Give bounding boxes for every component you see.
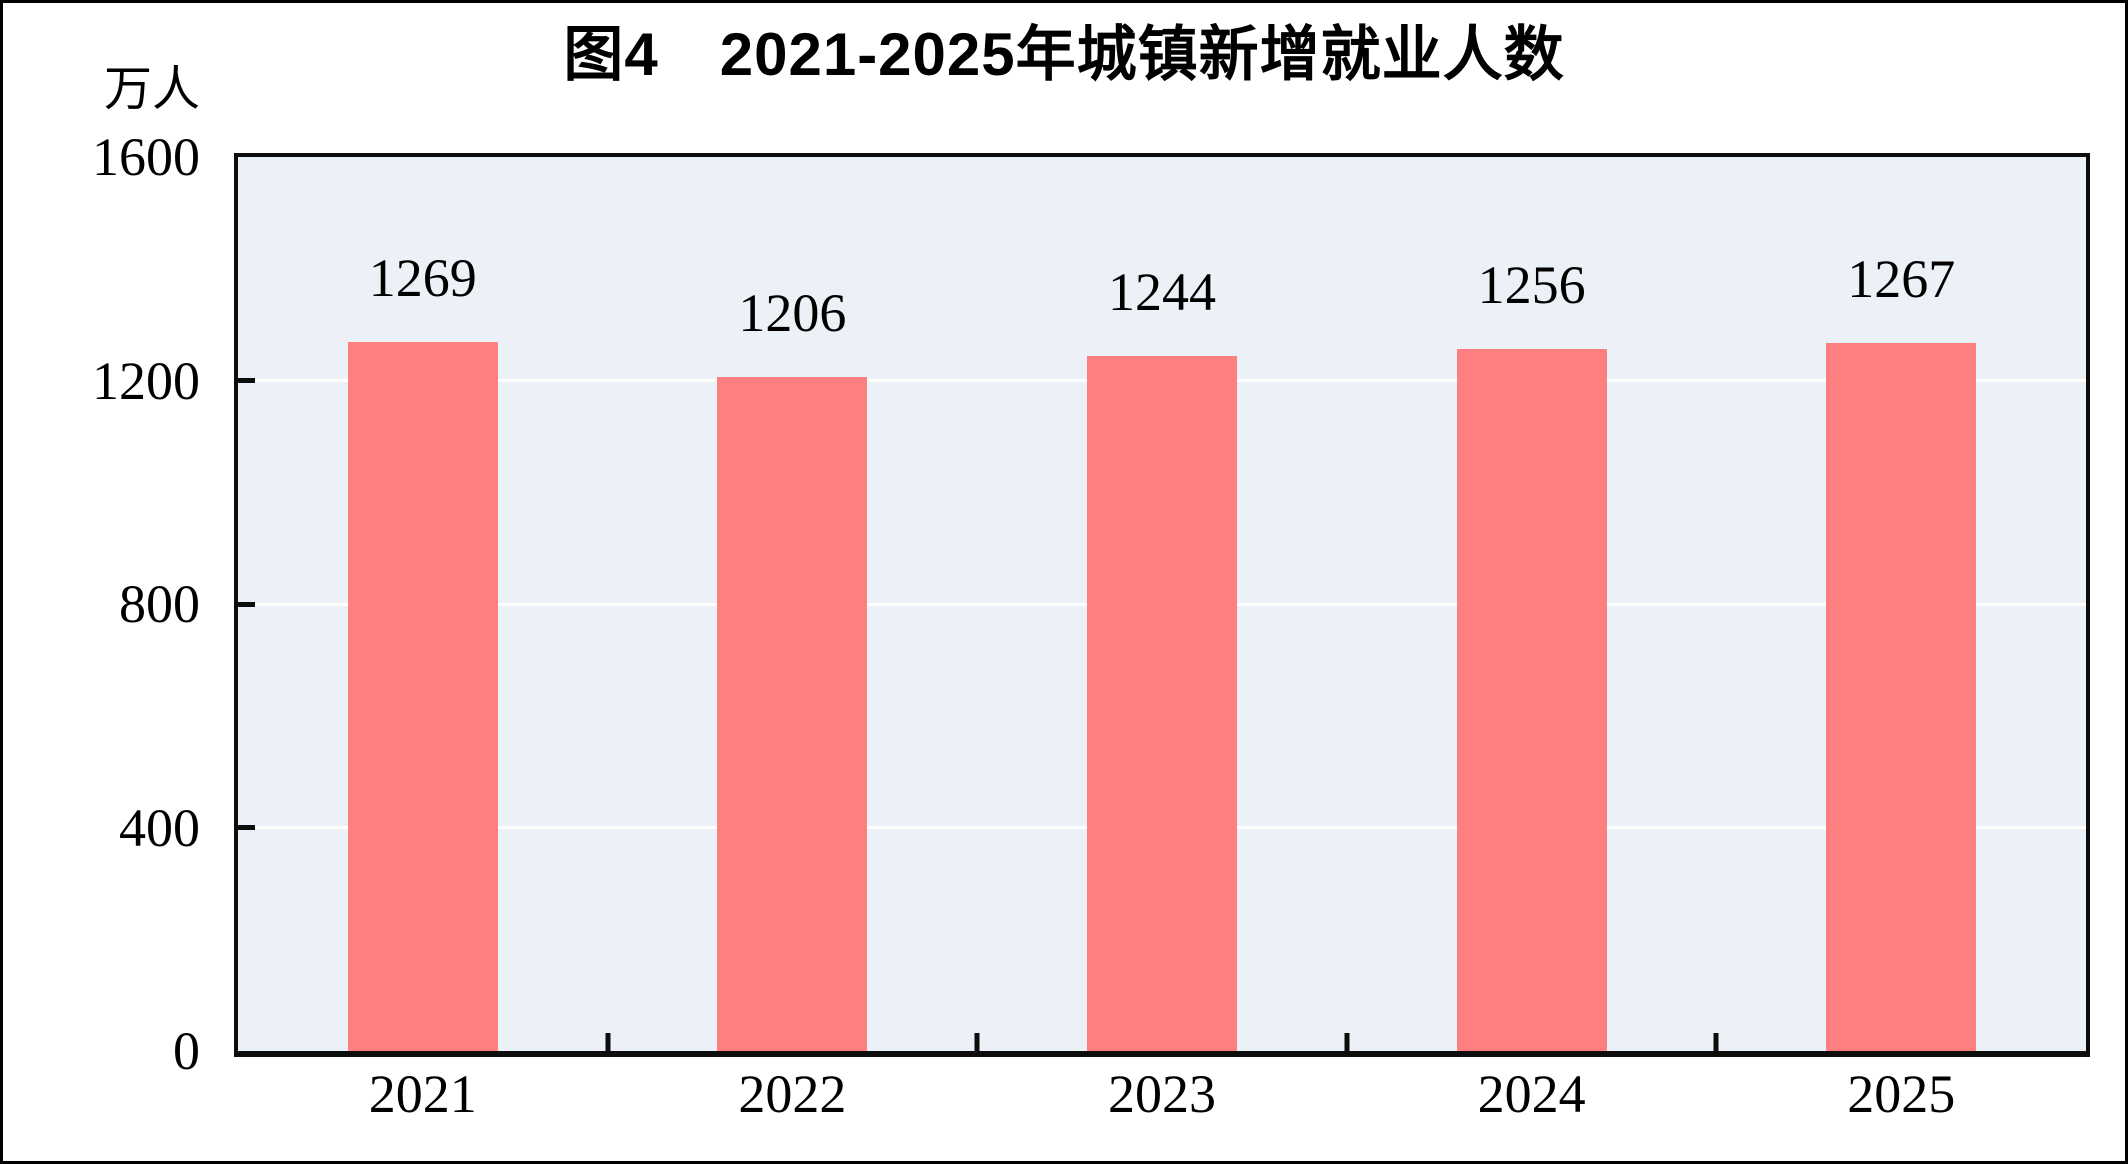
x-axis-tick — [1713, 1033, 1719, 1051]
x-axis-tick — [605, 1033, 611, 1051]
x-axis-category-label: 2021 — [368, 1064, 477, 1124]
y-axis-tick — [238, 825, 255, 830]
y-axis-tick-label: 1200 — [92, 350, 200, 411]
bar-value-label: 1244 — [1108, 261, 1216, 322]
chart-title: 图4 2021-2025年城镇新增就业人数 — [563, 21, 1565, 88]
x-axis-category-label: 2023 — [1108, 1064, 1216, 1124]
bar — [1087, 355, 1237, 1051]
bar — [717, 377, 868, 1051]
x-axis-category-label: 2022 — [738, 1064, 847, 1124]
bar-value-label: 1267 — [1847, 249, 1956, 310]
y-axis-tick — [238, 378, 255, 383]
plot-area: 1269 1206 1244 1256 1267 — [234, 153, 2090, 1057]
x-axis-category-label: 2024 — [1477, 1064, 1586, 1124]
x-axis-tick — [974, 1033, 980, 1051]
y-axis-unit-label: 万人 — [103, 63, 200, 116]
bar-value-label: 1256 — [1477, 255, 1586, 316]
bar-value-label: 1206 — [738, 283, 847, 344]
x-axis-category-labels: 2021 2022 2023 2024 2025 — [238, 1065, 2086, 1135]
x-axis-category-label: 2025 — [1847, 1064, 1956, 1124]
y-axis-tick — [238, 601, 255, 607]
x-axis-tick — [1344, 1033, 1350, 1051]
y-axis-tick-label: 0 — [173, 1021, 200, 1081]
bar — [347, 341, 498, 1051]
y-axis-tick-label: 400 — [119, 797, 200, 858]
y-axis-tick-labels: 0 400 800 1200 1600 — [3, 129, 200, 1079]
bar-value-label: 1269 — [368, 247, 477, 308]
bar — [1456, 349, 1607, 1051]
y-axis-tick-label: 800 — [119, 574, 200, 634]
bar — [1826, 343, 1977, 1051]
y-axis-tick-label: 1600 — [92, 127, 200, 187]
